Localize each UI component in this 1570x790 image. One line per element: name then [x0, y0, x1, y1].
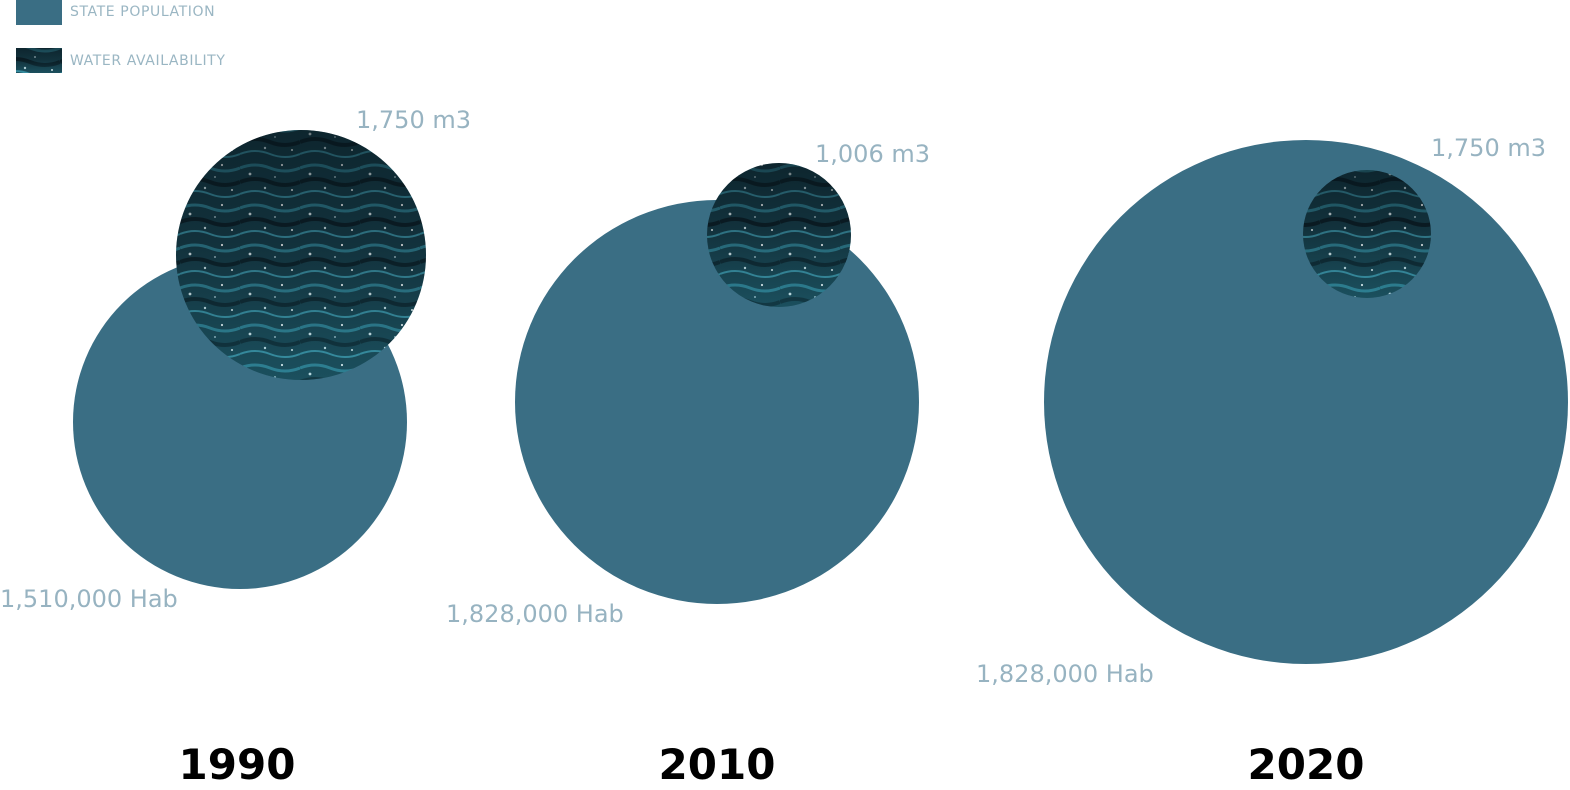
- water-bubble-shade-2020: [1303, 170, 1431, 298]
- legend-label-water: WATER AVAILABILITY: [70, 53, 225, 69]
- group-1990: 1,750 m3 1,510,000 Hab 1990: [0, 106, 471, 789]
- water-value-label-2020: 1,750 m3: [1431, 134, 1546, 162]
- population-bubble-2020: [1044, 140, 1568, 664]
- group-2010: 1,006 m3 1,828,000 Hab 2010: [446, 140, 930, 789]
- year-label-1990: 1990: [179, 740, 296, 789]
- year-label-2010: 2010: [659, 740, 776, 789]
- legend: STATE POPULATION WATER AVAILABILITY: [16, 0, 225, 73]
- population-value-label-1990: 1,510,000 Hab: [0, 585, 178, 613]
- population-value-label-2010: 1,828,000 Hab: [446, 600, 624, 628]
- water-value-label-2010: 1,006 m3: [815, 140, 930, 168]
- water-bubble-shade-2010: [707, 163, 851, 307]
- legend-label-population: STATE POPULATION: [70, 4, 215, 20]
- water-value-label-1990: 1,750 m3: [356, 106, 471, 134]
- group-2020: 1,750 m3 1,828,000 Hab 2020: [976, 134, 1568, 789]
- population-bubble-2010: [515, 200, 919, 604]
- year-label-2020: 2020: [1248, 740, 1365, 789]
- population-value-label-2020: 1,828,000 Hab: [976, 660, 1154, 688]
- water-bubble-shade-1990: [176, 130, 426, 380]
- legend-swatch-water-shade: [16, 48, 62, 73]
- legend-swatch-population: [16, 0, 62, 25]
